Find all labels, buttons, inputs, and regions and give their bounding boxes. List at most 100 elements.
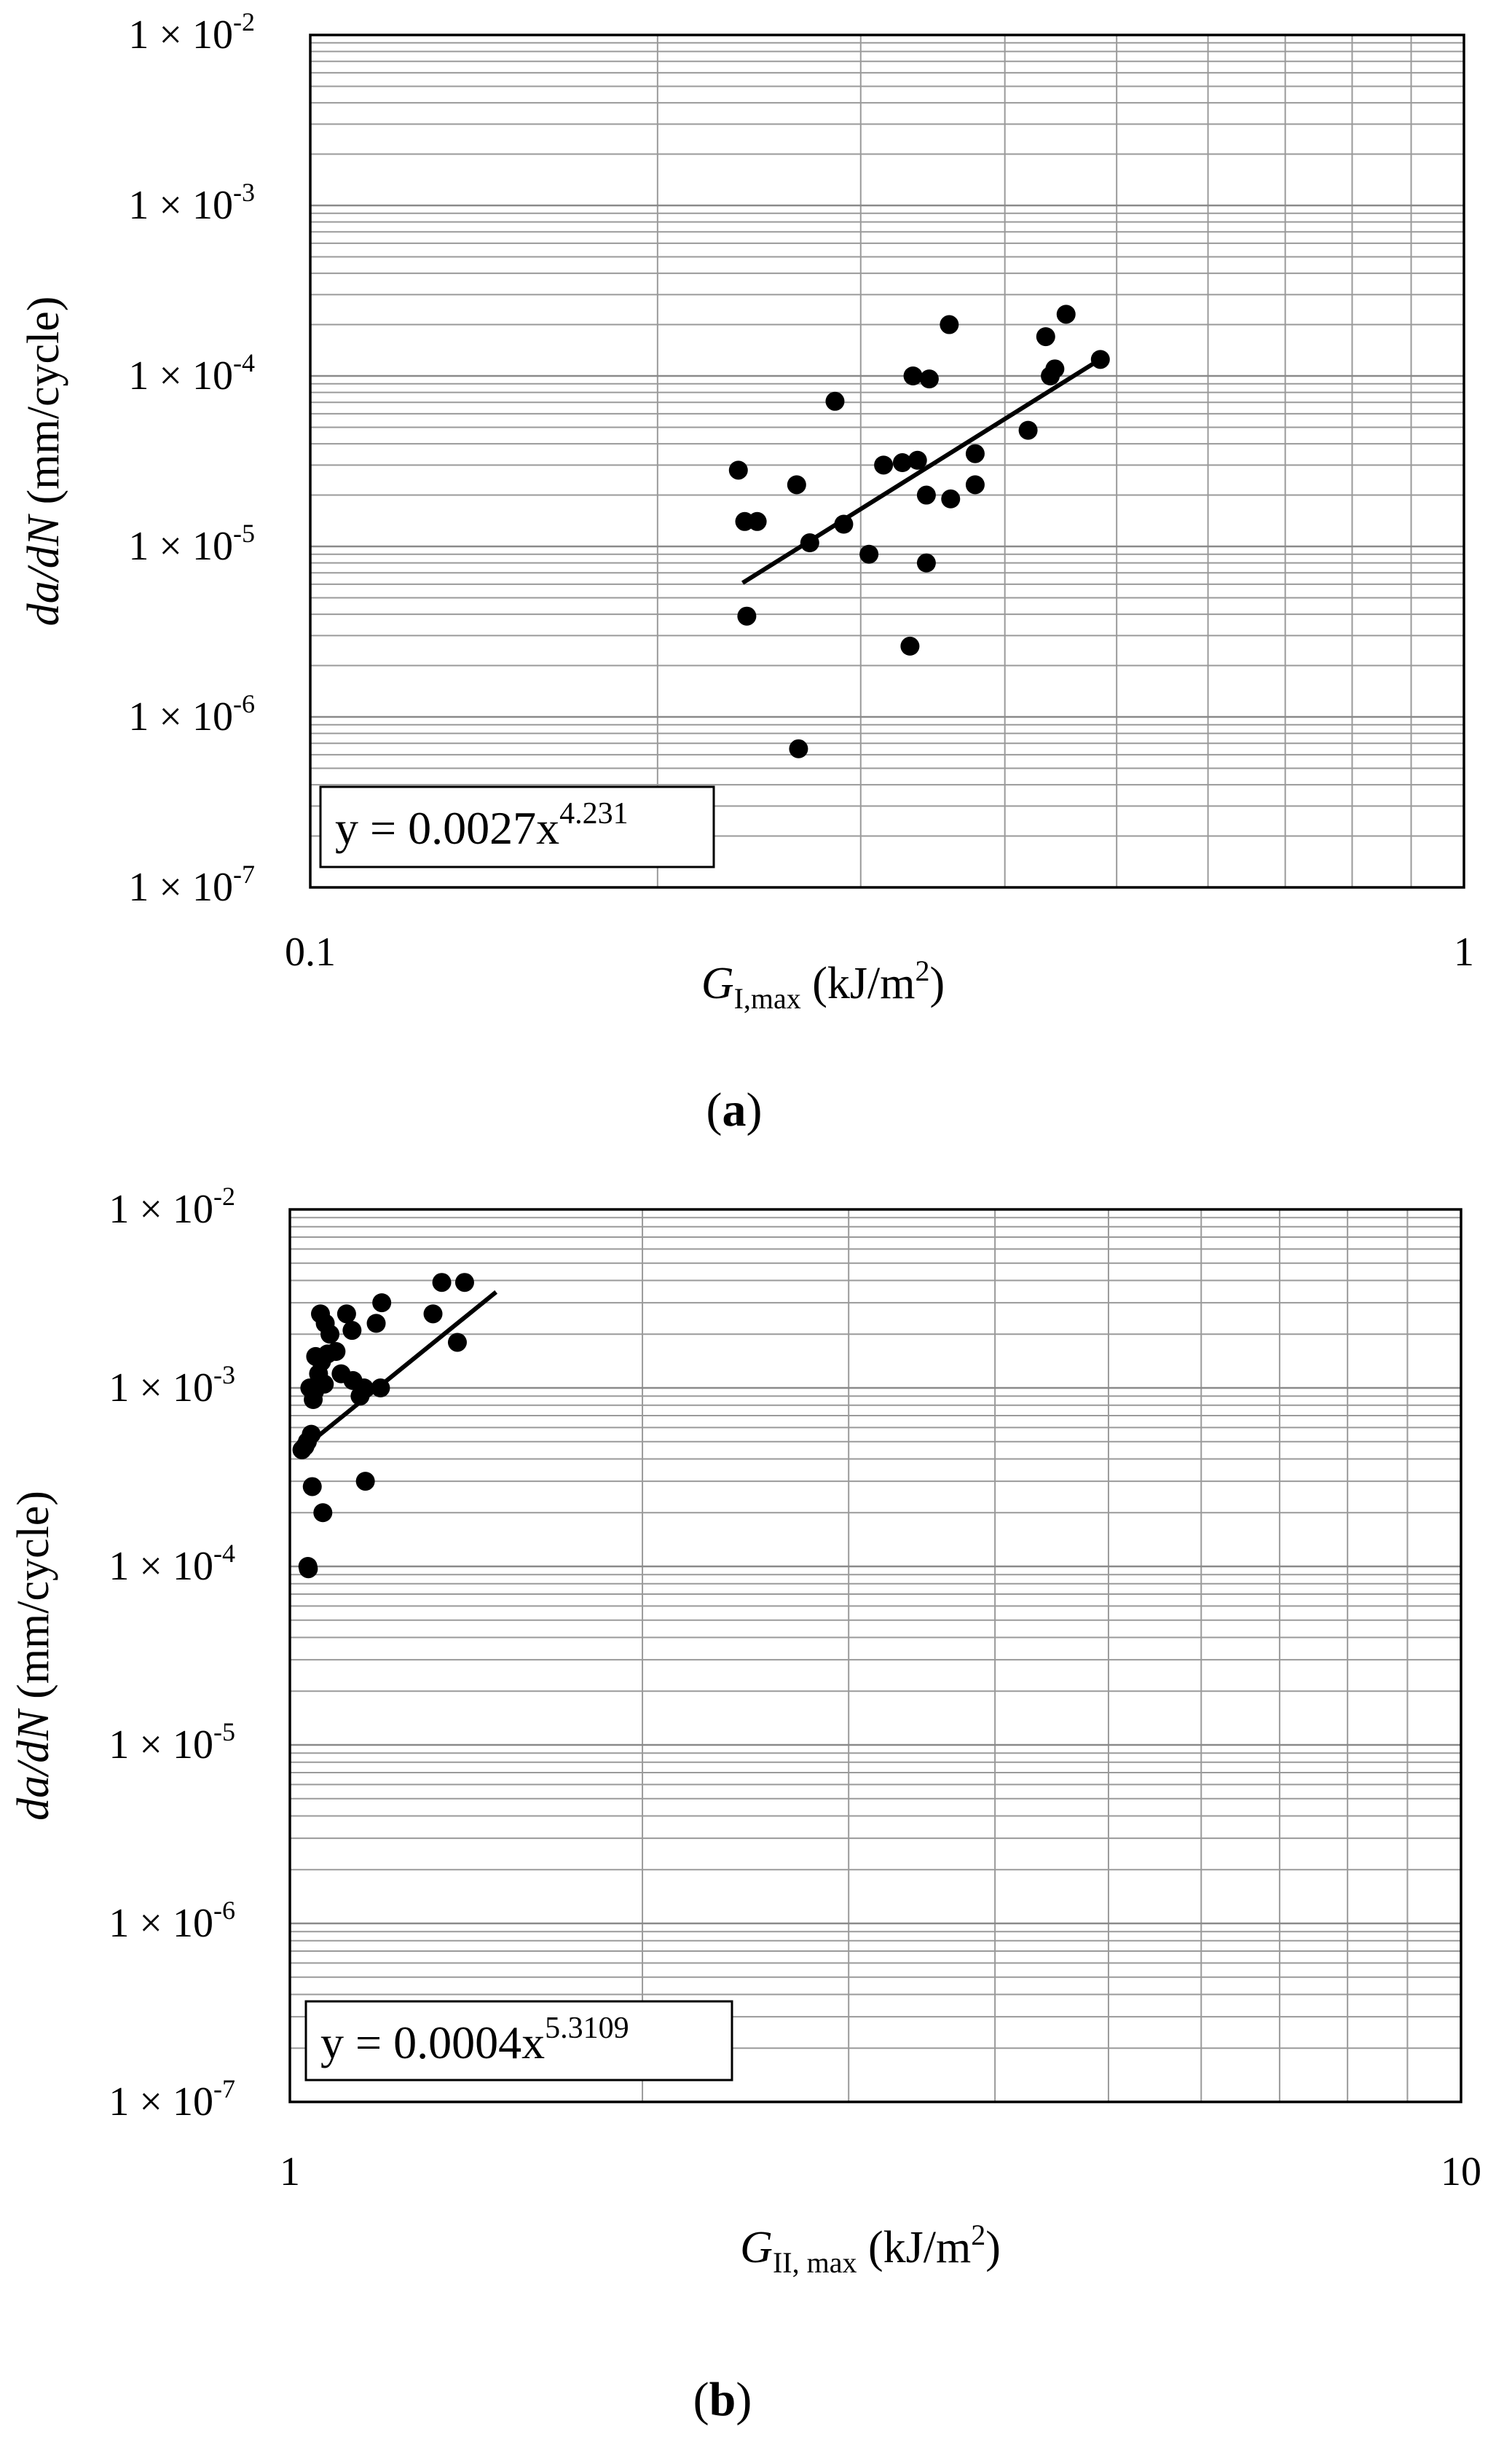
y-tick-base: 1 × 10 [128, 865, 233, 910]
data-point [940, 315, 959, 334]
y-tick-label: 1 × 10-4 [128, 348, 255, 399]
data-point [336, 1304, 356, 1324]
grid [310, 35, 1464, 889]
panel-label-open: ( [693, 2373, 709, 2426]
y-tick-label: 1 × 10-7 [109, 2074, 235, 2124]
y-tick-label: 1 × 10-7 [128, 860, 255, 910]
y-tick-exp: -2 [233, 7, 255, 36]
data-point [366, 1314, 386, 1333]
y-tick-exp: -3 [233, 178, 255, 207]
y-tick-base: 1 × 10 [109, 1722, 213, 1767]
equation-text: y = 0.0004x5.3109 [320, 2012, 629, 2068]
y-tick-base: 1 × 10 [109, 1365, 213, 1410]
panel-label-open: ( [706, 1083, 723, 1137]
y-tick-base: 1 × 10 [128, 694, 233, 739]
y-tick-label: 1 × 10-5 [128, 519, 255, 569]
data-point [1056, 305, 1076, 324]
panel-label: (a) [706, 1083, 763, 1137]
equation-exponent: 4.231 [559, 797, 629, 831]
x-tick-label: 0.1 [285, 930, 336, 975]
panel-label: (b) [693, 2373, 752, 2426]
data-point [313, 1503, 333, 1523]
data-point [737, 606, 757, 626]
data-point [1018, 420, 1038, 440]
x-tick-label: 10 [1441, 2149, 1481, 2194]
y-tick-exp: -5 [233, 519, 255, 548]
plot-frame [309, 34, 1465, 889]
y-tick-label: 1 × 10-2 [128, 7, 255, 58]
data-point [965, 444, 985, 463]
y-tick-exp: -4 [213, 1539, 235, 1568]
data-point [965, 475, 985, 495]
y-tick-label: 1 × 10-6 [109, 1896, 235, 1946]
y-tick-base: 1 × 10 [128, 183, 233, 228]
data-point [299, 1559, 318, 1579]
y-tick-exp: -7 [233, 860, 255, 889]
y-tick-base: 1 × 10 [109, 2079, 213, 2124]
panel-a: 1 × 10-21 × 10-31 × 10-41 × 10-51 × 10-6… [19, 7, 1474, 1137]
y-tick-base: 1 × 10 [109, 1544, 213, 1589]
data-point [787, 475, 806, 495]
data-point [355, 1472, 375, 1491]
data-point [302, 1477, 322, 1496]
x-axis-label-end: ) [985, 2223, 1001, 2272]
x-tick-label: 1 [280, 2149, 300, 2194]
y-axis-label-unit: (mm/cycle) [9, 1491, 58, 1710]
y-tick-base: 1 × 10 [128, 12, 233, 58]
y-tick-exp: -2 [213, 1182, 235, 1211]
data-point [907, 450, 927, 470]
y-tick-base: 1 × 10 [128, 524, 233, 569]
data-point [423, 1304, 443, 1324]
x-axis-label: GI,max (kJ/m2) [701, 954, 945, 1015]
data-point [916, 485, 936, 505]
data-point [900, 636, 920, 656]
y-axis-label-unit: (mm/cycle) [19, 297, 68, 516]
data-point [454, 1273, 474, 1292]
data-point [789, 739, 808, 758]
y-tick-exp: -6 [213, 1896, 235, 1925]
data-point [342, 1321, 362, 1341]
data-point [747, 511, 767, 531]
panel-label-letter: b [709, 2373, 736, 2426]
data-point [326, 1341, 346, 1361]
y-tick-label: 1 × 10-3 [109, 1360, 235, 1410]
x-axis-label-sub: II, max [773, 2246, 857, 2279]
y-tick-label: 1 × 10-5 [109, 1717, 235, 1767]
x-axis-label-end: ) [930, 959, 945, 1008]
data-point [892, 453, 912, 473]
data-point [1090, 350, 1110, 369]
x-axis-label-sup: 2 [916, 954, 930, 987]
y-tick-label: 1 × 10-4 [109, 1539, 235, 1589]
panel-label-close: ) [736, 2373, 752, 2426]
x-axis-label-unit: (kJ/m [801, 959, 916, 1008]
y-tick-base: 1 × 10 [128, 353, 233, 399]
x-axis-label: GII, max (kJ/m2) [740, 2218, 1001, 2279]
y-tick-label: 1 × 10-6 [128, 689, 255, 739]
data-point [447, 1333, 467, 1352]
panel-b: 1 × 10-21 × 10-31 × 10-41 × 10-51 × 10-6… [9, 1182, 1481, 2426]
data-point [1036, 327, 1055, 347]
y-tick-exp: -6 [233, 689, 255, 718]
data-point [916, 553, 936, 573]
x-tick-label: 1 [1454, 930, 1474, 975]
x-axis-label-sub: I,max [734, 982, 801, 1015]
equation-main: y = 0.0027x [335, 802, 559, 854]
data-point [919, 369, 939, 389]
data-point [728, 460, 748, 480]
data-point [874, 455, 894, 475]
data-point [354, 1378, 374, 1397]
plot-frame [288, 1208, 1462, 2103]
y-axis-label-italic: da/dN [9, 1708, 58, 1821]
data-point [432, 1273, 452, 1292]
data-point [941, 489, 961, 509]
grid [290, 1209, 1461, 2103]
data-point [834, 514, 854, 534]
data-point [800, 533, 819, 553]
y-tick-exp: -5 [213, 1717, 235, 1746]
y-axis-label: da/dN (mm/cycle) [19, 297, 68, 627]
data-point [315, 1374, 334, 1394]
y-tick-label: 1 × 10-3 [128, 178, 255, 228]
x-axis-label-sup: 2 [971, 2218, 985, 2251]
equation-box [304, 2000, 733, 2082]
equation-text: y = 0.0027x4.231 [335, 797, 629, 854]
